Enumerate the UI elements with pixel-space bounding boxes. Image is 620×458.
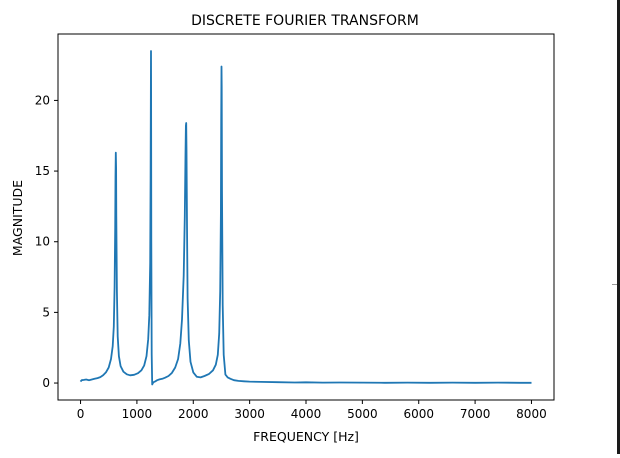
x-tick-label: 6000 (403, 407, 434, 421)
y-tick-label: 0 (42, 376, 50, 390)
y-axis: 0 5 10 15 20 (35, 93, 58, 390)
y-tick-label: 10 (35, 235, 50, 249)
y-tick-label: 5 (42, 305, 50, 319)
chart-title: DISCRETE FOURIER TRANSFORM (191, 13, 419, 29)
window-edge-mark (612, 284, 617, 285)
x-tick-label: 4000 (291, 407, 322, 421)
y-tick-label: 15 (35, 164, 50, 178)
x-tick-label: 0 (77, 407, 85, 421)
window-edge (617, 0, 620, 454)
x-tick-label: 7000 (460, 407, 491, 421)
x-tick-label: 3000 (234, 407, 265, 421)
x-axis-label: FREQUENCY [Hz] (253, 429, 359, 444)
x-tick-label: 5000 (347, 407, 378, 421)
y-axis-label: MAGNITUDE (10, 180, 25, 256)
y-tick-label: 20 (35, 93, 50, 107)
x-axis: 0 1000 2000 3000 4000 5000 6000 7000 8000 (77, 400, 547, 421)
x-tick-label: 1000 (122, 407, 153, 421)
x-tick-label: 2000 (178, 407, 209, 421)
plot-area (57, 33, 555, 401)
series-line (79, 50, 532, 386)
x-tick-label: 8000 (516, 407, 547, 421)
